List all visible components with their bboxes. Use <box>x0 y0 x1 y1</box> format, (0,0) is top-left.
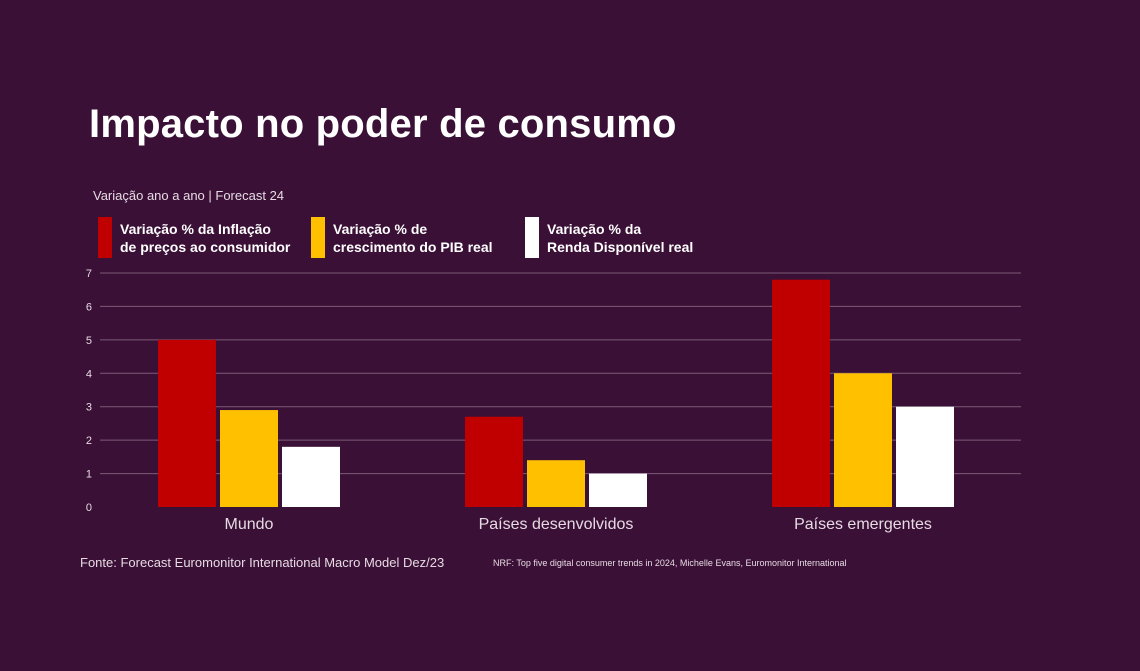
bar-gdp <box>834 373 892 507</box>
bar-inflation <box>465 416 523 507</box>
y-tick-label: 7 <box>86 268 92 280</box>
bar-inflation <box>158 339 216 507</box>
bar-inflation <box>772 279 830 507</box>
bar-gdp <box>527 460 585 507</box>
bar-income <box>589 473 647 507</box>
legend-swatch-income <box>525 217 539 258</box>
y-tick-label: 1 <box>86 469 92 481</box>
legend-item-income: Variação % da Renda Disponível real <box>525 217 693 258</box>
source-note: Fonte: Forecast Euromonitor Internationa… <box>80 555 445 570</box>
y-tick-label: 0 <box>86 502 92 514</box>
chart-subtitle: Variação ano a ano | Forecast 24 <box>93 188 285 203</box>
legend-swatch-gdp <box>311 217 325 258</box>
bar-income <box>282 446 340 507</box>
legend-label-inflation: Variação % da Inflação de preços ao cons… <box>120 221 291 255</box>
legend-item-inflation: Variação % da Inflação de preços ao cons… <box>98 217 290 258</box>
legend-item-gdp: Variação % de crescimento do PIB real <box>311 217 493 258</box>
legend-label-gdp: Variação % de crescimento do PIB real <box>333 221 493 255</box>
bar-gdp <box>220 410 278 507</box>
x-category-label: Países emergentes <box>794 516 932 533</box>
y-tick-label: 6 <box>86 301 92 313</box>
y-tick-label: 4 <box>86 368 92 380</box>
y-tick-label: 5 <box>86 335 92 347</box>
reference-note: NRF: Top five digital consumer trends in… <box>493 558 847 568</box>
legend-swatch-inflation <box>98 217 112 258</box>
x-category-label: Países desenvolvidos <box>479 516 634 533</box>
y-tick-label: 2 <box>86 435 92 447</box>
bar-income <box>896 406 954 507</box>
x-category-label: Mundo <box>225 516 274 533</box>
y-tick-label: 3 <box>86 402 92 414</box>
legend-label-income: Variação % da Renda Disponível real <box>547 221 694 255</box>
chart-title: Impacto no poder de consumo <box>89 102 677 146</box>
